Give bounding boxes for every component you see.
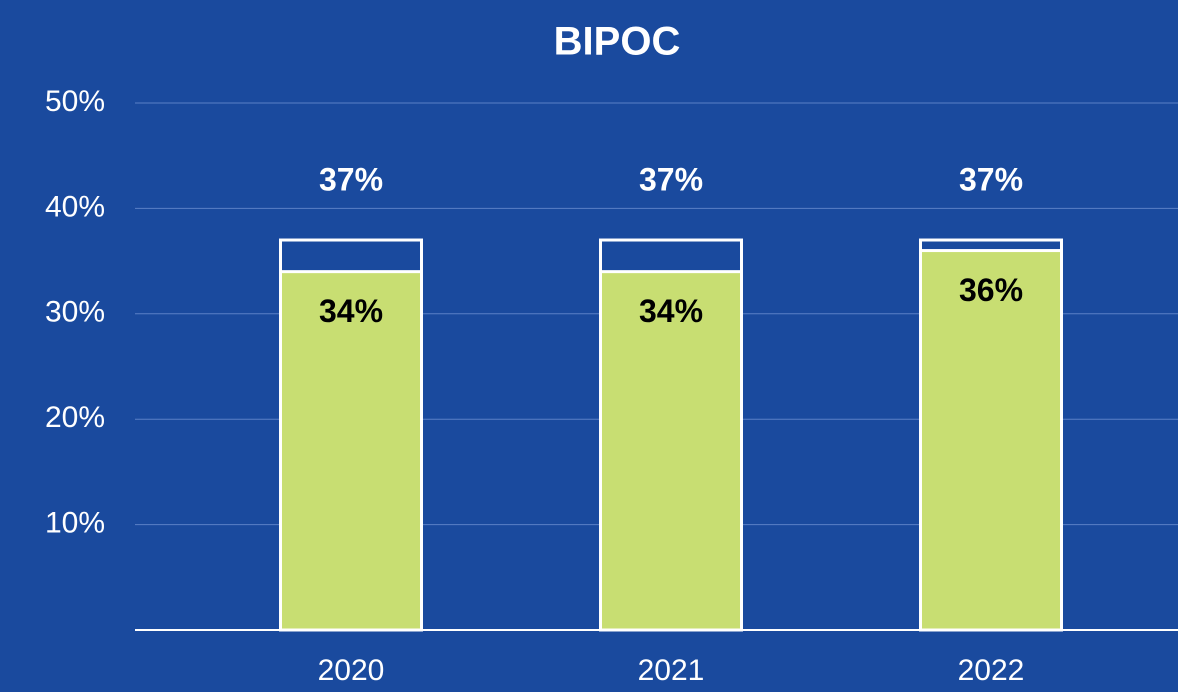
y-tick-label: 10%: [45, 507, 105, 540]
y-tick-label: 20%: [45, 401, 105, 434]
y-tick-label: 50%: [45, 85, 105, 118]
y-tick-label: 40%: [45, 190, 105, 223]
value-label: 36%: [959, 272, 1023, 308]
x-tick-label: 2022: [958, 654, 1025, 687]
value-label: 37%: [639, 161, 703, 197]
bar: [919, 249, 1063, 632]
x-tick-label: 2020: [318, 654, 385, 687]
chart-title: BIPOC: [554, 20, 681, 64]
x-tick-label: 2021: [638, 654, 705, 687]
value-label: 37%: [959, 161, 1023, 197]
bar: [279, 270, 423, 632]
bar: [599, 270, 743, 632]
y-tick-label: 30%: [45, 296, 105, 329]
value-label: 34%: [639, 293, 703, 329]
value-label: 37%: [319, 161, 383, 197]
value-label: 34%: [319, 293, 383, 329]
